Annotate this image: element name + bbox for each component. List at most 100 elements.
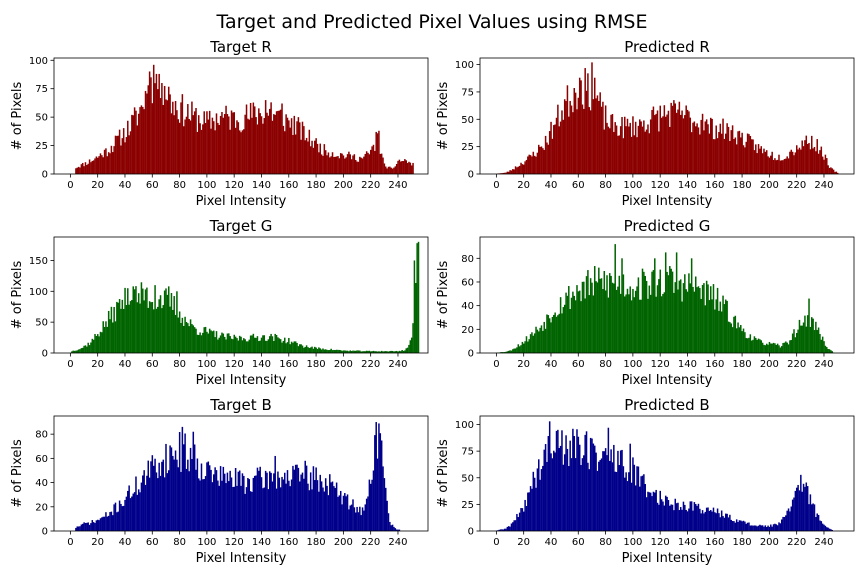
predicted-b-bar [830, 529, 832, 531]
target-r-bar [185, 116, 188, 174]
predicted-g-bar [804, 315, 806, 353]
target-r-xtick-label: 200 [334, 180, 353, 191]
target-g-bar [259, 340, 261, 353]
predicted-b-bar [562, 464, 565, 531]
predicted-g-bar [518, 346, 521, 353]
target-b-xtick-label: 100 [197, 537, 216, 548]
target-b-bar [121, 506, 124, 531]
predicted-b-bar [821, 523, 824, 531]
predicted-g-bar [730, 323, 732, 353]
predicted-g-bar [539, 327, 541, 353]
target-b-bar [320, 481, 323, 531]
predicted-b-bar [578, 444, 581, 531]
predicted-r-bar [768, 157, 771, 174]
target-b-bar [279, 487, 282, 531]
predicted-b-title: Predicted B [624, 396, 709, 414]
predicted-b-bar [599, 459, 601, 531]
predicted-b-bar [789, 511, 791, 531]
predicted-r-bar [604, 105, 607, 174]
predicted-r-bar [749, 135, 752, 174]
predicted-b-bar [764, 525, 767, 531]
predicted-b-bar [729, 514, 731, 531]
predicted-b-bar [628, 472, 630, 531]
target-b-bar [118, 500, 121, 531]
target-r-bar [243, 129, 245, 174]
predicted-b-bar [565, 435, 567, 531]
target-b-bar [228, 481, 230, 531]
target-g-bar [165, 288, 167, 353]
predicted-b-bar [811, 504, 813, 531]
predicted-r-bar [535, 156, 537, 174]
predicted-b-bar [658, 504, 660, 531]
predicted-g-bar [831, 351, 833, 353]
predicted-b-bar [572, 428, 574, 531]
target-r-bar [122, 128, 125, 174]
predicted-g-bar [548, 318, 551, 353]
target-g-bar [161, 308, 163, 353]
target-b-bar [173, 459, 175, 531]
target-r-bar [181, 94, 184, 174]
predicted-b-xtick-label: 160 [705, 537, 724, 548]
target-g-bar [225, 339, 227, 353]
target-g-bar [121, 299, 124, 353]
predicted-g-bar [546, 314, 548, 353]
predicted-g-bar [703, 283, 705, 353]
predicted-r-bar [824, 154, 827, 174]
predicted-b-bar [548, 421, 551, 531]
predicted-b-bar [529, 486, 532, 531]
predicted-b-bar [591, 438, 593, 531]
predicted-b-bar [559, 445, 562, 531]
target-r-bar [256, 124, 259, 174]
target-b-bar [300, 474, 302, 531]
predicted-g-bar [685, 289, 687, 353]
target-g-bar [406, 347, 409, 353]
target-b-bar [131, 496, 133, 531]
predicted-b-bar [692, 510, 694, 531]
predicted-g-bar [744, 332, 746, 353]
target-b-bar [218, 485, 220, 531]
predicted-b-bar [779, 523, 782, 531]
target-r-bar [172, 101, 174, 174]
target-g-bar [315, 347, 317, 353]
target-r-bar [390, 167, 392, 174]
predicted-g-bar [800, 325, 802, 353]
predicted-b-bar [647, 491, 649, 531]
target-b-bar [270, 472, 272, 531]
predicted-g-ylabel: # of Pixels [436, 261, 451, 330]
predicted-r-xtick-label: 140 [678, 180, 697, 191]
predicted-b-xtick-label: 20 [517, 537, 530, 548]
predicted-b-bar [768, 526, 771, 531]
target-b-bar [98, 520, 100, 531]
predicted-g-bar [502, 352, 505, 353]
predicted-r-xtick-label: 220 [787, 180, 806, 191]
target-r-bar [230, 110, 233, 174]
target-r-bar [260, 116, 263, 174]
predicted-g-bar [619, 293, 622, 353]
target-g-bar [180, 322, 182, 353]
predicted-b-bar [697, 503, 700, 531]
target-b-bar [144, 484, 147, 531]
predicted-r-bar [719, 123, 722, 174]
predicted-b-bar [710, 510, 712, 531]
predicted-g-bar [820, 339, 823, 353]
target-b-bar [245, 487, 248, 531]
target-r-xtick-label: 100 [197, 180, 216, 191]
predicted-g-bar [771, 343, 773, 353]
predicted-g-bar [637, 277, 640, 353]
target-r-bar [118, 129, 121, 174]
predicted-r-bar [821, 156, 824, 174]
predicted-g-bar [577, 291, 580, 353]
target-g-bar [352, 350, 354, 353]
predicted-g-bar [697, 286, 700, 353]
predicted-g-bar [673, 292, 675, 353]
predicted-r-bar [703, 130, 705, 174]
predicted-b-bar [542, 465, 544, 531]
target-r-bar [150, 77, 152, 174]
predicted-g-bar [664, 252, 667, 353]
target-b-bar [221, 480, 223, 531]
target-g-xtick-label: 240 [388, 359, 407, 370]
predicted-g-ytick-label: 60 [461, 277, 474, 288]
target-b-bar [151, 455, 154, 531]
target-g-bar [215, 331, 218, 353]
